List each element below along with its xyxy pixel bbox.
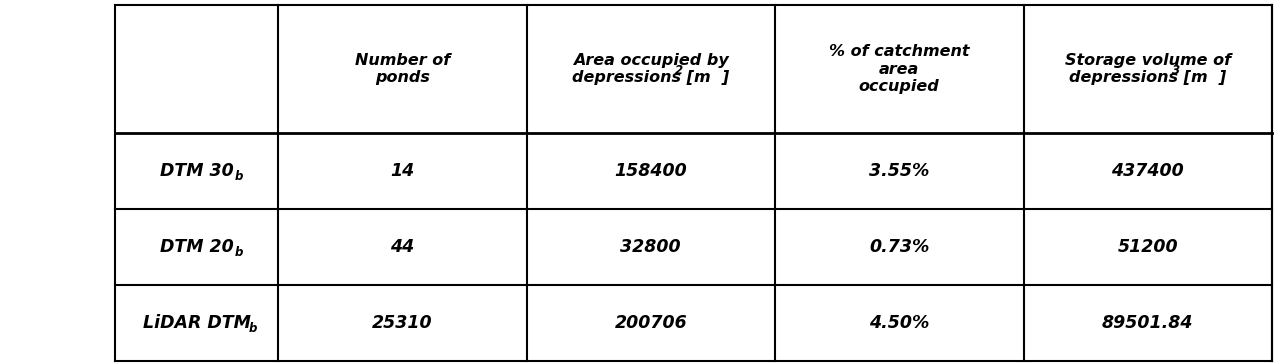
Text: 4.50%: 4.50% bbox=[869, 314, 930, 332]
Text: 25310: 25310 bbox=[372, 314, 432, 332]
Text: 32800: 32800 bbox=[620, 238, 682, 256]
Text: 0.73%: 0.73% bbox=[869, 238, 930, 256]
Text: b: b bbox=[234, 246, 243, 260]
Text: DTM 20: DTM 20 bbox=[159, 238, 233, 256]
Text: % of catchment
area
occupied: % of catchment area occupied bbox=[829, 44, 970, 94]
Text: DTM 30: DTM 30 bbox=[159, 162, 233, 180]
Text: 200706: 200706 bbox=[615, 314, 687, 332]
Text: Storage volume of
depressions [m  ]: Storage volume of depressions [m ] bbox=[1065, 53, 1231, 85]
Text: b: b bbox=[248, 323, 257, 336]
Text: 44: 44 bbox=[390, 238, 414, 256]
Text: 437400: 437400 bbox=[1111, 162, 1184, 180]
Text: 3.55%: 3.55% bbox=[869, 162, 930, 180]
Text: Area occupied by
depressions [m  ]: Area occupied by depressions [m ] bbox=[572, 53, 729, 85]
Text: 14: 14 bbox=[390, 162, 414, 180]
Text: Number of
ponds: Number of ponds bbox=[355, 53, 450, 85]
Text: b: b bbox=[234, 170, 243, 183]
Text: 2: 2 bbox=[675, 64, 683, 77]
Text: 158400: 158400 bbox=[615, 162, 687, 180]
Text: 89501.84: 89501.84 bbox=[1102, 314, 1193, 332]
Text: 51200: 51200 bbox=[1118, 238, 1178, 256]
Text: LiDAR DTM: LiDAR DTM bbox=[143, 314, 251, 332]
Text: 3: 3 bbox=[1172, 64, 1179, 77]
